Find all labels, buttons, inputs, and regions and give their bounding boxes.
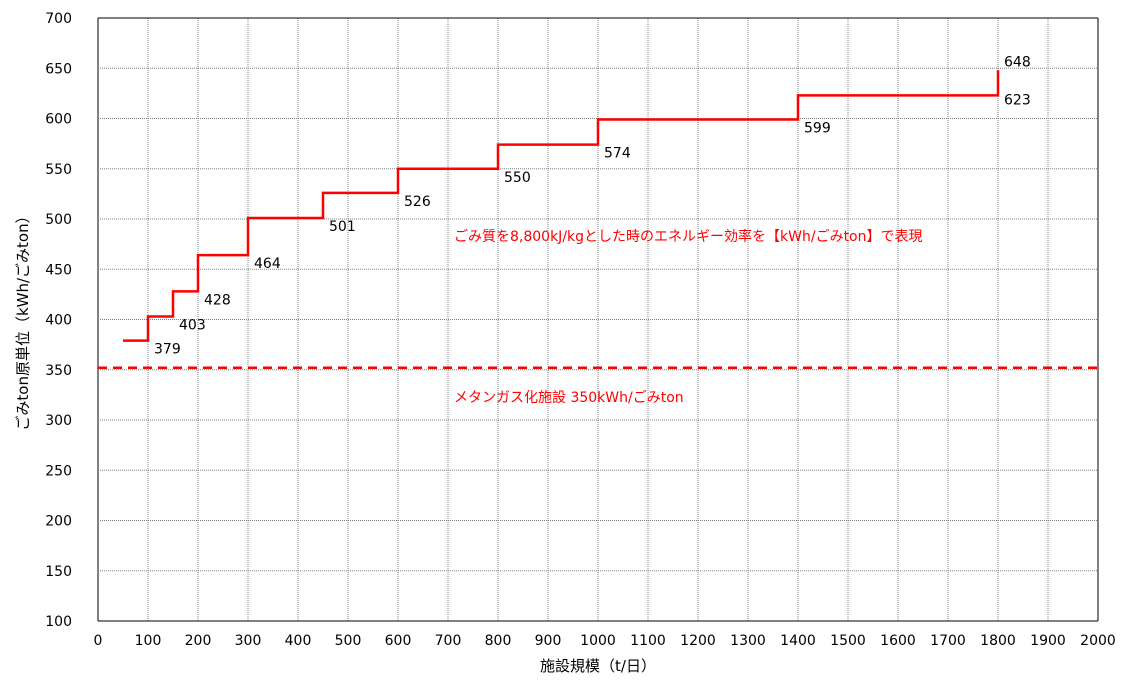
y-tick-label: 700: [45, 11, 72, 27]
data-label: 574: [604, 146, 631, 162]
data-label: 464: [254, 256, 281, 272]
data-label: 379: [154, 342, 181, 358]
data-label: 623: [1004, 92, 1031, 108]
data-labels: 379 403 428 464 501 526 550 574 599 623 648: [154, 54, 1031, 357]
data-label: 526: [404, 194, 431, 210]
x-tick-label: 1800: [980, 633, 1016, 649]
x-tick-label: 100: [135, 633, 162, 649]
x-tick-label: 600: [385, 633, 412, 649]
x-axis-title: 施設規模（t/日）: [540, 657, 656, 675]
series-group: [123, 70, 1000, 342]
y-tick-label: 250: [45, 463, 72, 479]
x-tick-label: 800: [485, 633, 512, 649]
data-label: 428: [204, 292, 231, 308]
x-tick-label: 2000: [1080, 633, 1116, 649]
grid: [97, 17, 1099, 622]
x-tick-label: 1300: [730, 633, 766, 649]
reference-line-label: メタンガス化施設 350kWh/ごみton: [454, 390, 684, 406]
x-tick-label: 500: [335, 633, 362, 649]
x-tick-label: 1700: [930, 633, 966, 649]
data-label: 501: [329, 219, 356, 235]
y-tick-label: 200: [45, 514, 72, 530]
y-tick-label: 500: [45, 212, 72, 228]
x-tick-label: 900: [535, 633, 562, 649]
x-tick-label: 1500: [830, 633, 866, 649]
x-tick-label: 300: [235, 633, 262, 649]
y-tick-label: 550: [45, 162, 72, 178]
x-tick-label: 0: [94, 633, 103, 649]
annotation-text: ごみ質を8,800kJ/kgとした時のエネルギー効率を【kWh/ごみton】で表…: [454, 228, 923, 245]
step-line-series: [123, 70, 1000, 342]
x-tick-label: 1900: [1030, 633, 1066, 649]
x-tick-label: 700: [435, 633, 462, 649]
data-label: 550: [504, 170, 531, 186]
x-tick-label: 1100: [630, 633, 666, 649]
y-tick-label: 600: [45, 112, 72, 128]
x-tick-label: 1200: [680, 633, 716, 649]
y-tick-label: 300: [45, 413, 72, 429]
y-axis-title: ごみton原単位（kWh/ごみton）: [14, 208, 32, 430]
x-tick-label: 1400: [780, 633, 816, 649]
x-tick-label: 400: [285, 633, 312, 649]
x-tick-label: 1600: [880, 633, 916, 649]
y-tick-label: 100: [45, 614, 72, 630]
data-label: 648: [1004, 54, 1031, 70]
x-tick-label: 1000: [580, 633, 616, 649]
tick-labels: 0 100 200 300 400 500 600 700 800 900 1000 1100 1200…: [45, 11, 1116, 649]
data-label: 403: [179, 317, 206, 333]
data-label: 599: [804, 121, 831, 137]
y-tick-label: 350: [45, 363, 72, 379]
y-tick-label: 450: [45, 262, 72, 278]
y-tick-label: 400: [45, 313, 72, 329]
x-tick-label: 200: [185, 633, 212, 649]
y-tick-label: 650: [45, 61, 72, 77]
y-tick-label: 150: [45, 564, 72, 580]
